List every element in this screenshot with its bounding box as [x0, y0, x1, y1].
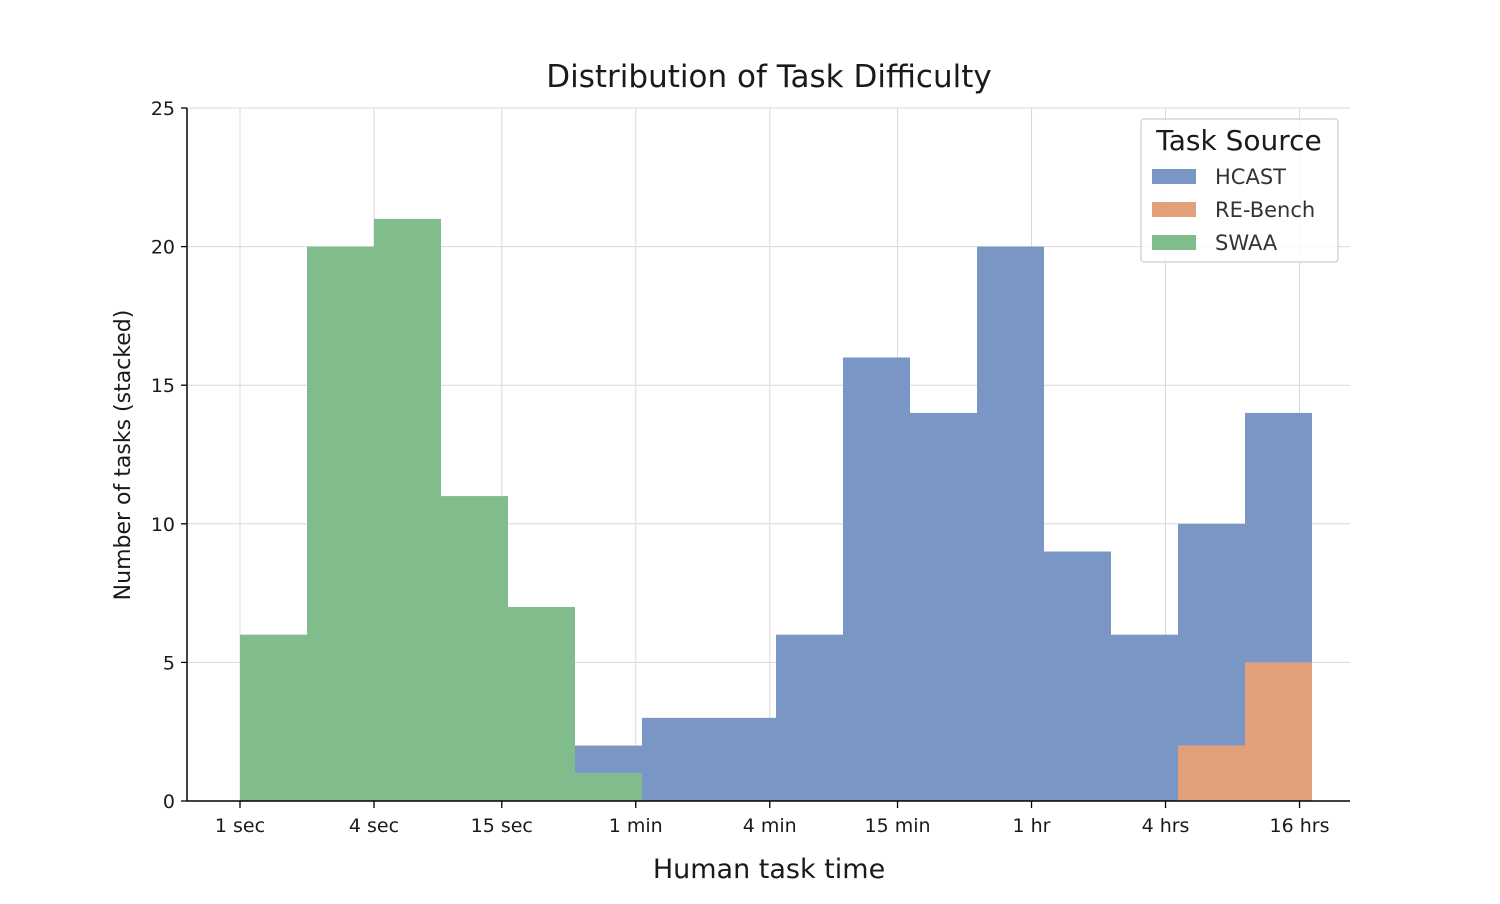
y-axis-label: Number of tasks (stacked) — [111, 310, 136, 601]
bar-hcast — [709, 717, 776, 801]
bar-hcast — [575, 745, 642, 774]
x-tick-label: 16 hrs — [1270, 815, 1330, 837]
legend-label: HCAST — [1215, 165, 1286, 189]
chart-title: Distribution of Task Difficulty — [546, 59, 991, 95]
bar-hcast — [843, 357, 910, 801]
y-tick-label: 5 — [163, 652, 175, 674]
legend-swatch — [1152, 235, 1196, 250]
x-tick-label: 15 sec — [471, 815, 533, 837]
x-tick-label: 4 min — [743, 815, 797, 837]
bar-hcast — [1111, 634, 1178, 801]
legend-title: Task Source — [1155, 124, 1322, 157]
bar-hcast — [1044, 551, 1111, 801]
x-tick-label: 1 sec — [215, 815, 265, 837]
bar-hcast — [1178, 523, 1245, 746]
legend-swatch — [1152, 169, 1196, 184]
x-tick-label: 4 sec — [349, 815, 399, 837]
axes-layer: 0 5 10 15 20 25 1 sec 4 sec 15 sec 1 min 4 min 15 m… — [151, 98, 1350, 837]
bar-re-bench — [1178, 745, 1245, 801]
bar-hcast — [977, 246, 1044, 802]
x-tick-label: 15 min — [864, 815, 930, 837]
bar-re-bench — [1245, 662, 1312, 801]
bar-swaa — [508, 606, 575, 801]
legend-entries: HCAST RE-Bench SWAA — [1152, 165, 1315, 255]
y-tick-label: 0 — [163, 791, 175, 813]
legend-label: SWAA — [1215, 231, 1278, 255]
bar-swaa — [240, 634, 307, 801]
y-tick-label: 10 — [151, 514, 175, 536]
bar-swaa — [307, 246, 374, 802]
y-tick-label: 20 — [151, 237, 175, 259]
bar-hcast — [1245, 412, 1312, 663]
x-tick-label: 4 hrs — [1142, 815, 1190, 837]
bar-swaa — [441, 496, 508, 801]
bar-swaa — [575, 773, 642, 801]
legend: Task Source HCAST RE-Bench SWAA — [1140, 118, 1339, 263]
y-tick-label: 15 — [151, 375, 175, 397]
y-tick-label: 25 — [151, 98, 175, 120]
x-tick-label: 1 hr — [1013, 815, 1051, 837]
bars-layer — [240, 218, 1312, 802]
bar-hcast — [776, 634, 843, 801]
bar-swaa — [374, 218, 441, 801]
legend-label: RE-Bench — [1215, 198, 1315, 222]
x-tick-label: 1 min — [609, 815, 663, 837]
bar-hcast — [910, 412, 977, 801]
legend-swatch — [1152, 202, 1196, 217]
bar-hcast — [642, 717, 709, 801]
legend-frame — [1140, 118, 1339, 263]
x-axis-label: Human task time — [653, 854, 885, 885]
